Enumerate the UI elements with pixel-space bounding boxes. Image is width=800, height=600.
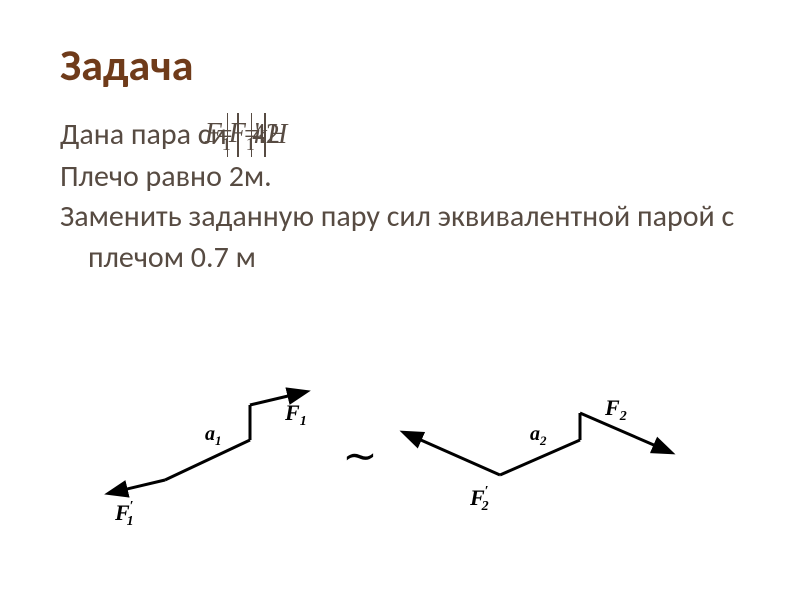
label-F1: F1 [284, 400, 307, 429]
slide: Задача Дана пара си F1 = F1' = 42кН Плеч… [0, 0, 800, 600]
line1-prefix: Дана пара си [60, 116, 227, 153]
label-a1: a1 [205, 423, 222, 448]
right-couple: a2 F2 F′2 [405, 395, 670, 514]
label-F2p: F′2 [469, 484, 489, 514]
equation: F1 = F1' = 42кН [227, 115, 288, 155]
eq-sub2: 1 [246, 134, 255, 154]
force-couple-diagram: a1 F1 F′1 ∼ [110, 385, 670, 535]
diagram-svg: a1 F1 F′1 ∼ [110, 385, 670, 535]
label-a2: a2 [530, 423, 547, 448]
slide-body: Дана пара си F1 = F1' = 42кН Плечо равно… [60, 115, 750, 278]
body-line-3: Заменить заданную пару сил эквивалентной… [60, 197, 750, 278]
left-couple: a1 F1 F′1 [110, 392, 307, 529]
body-line-1: Дана пара си F1 = F1' = 42кН [60, 115, 750, 157]
eq-var1: F [205, 118, 222, 149]
label-F2: F2 [604, 395, 627, 424]
eq-unit: кН [282, 116, 287, 154]
eq-prime: ' [255, 118, 260, 149]
abs-F1p: F1' [251, 115, 266, 155]
label-F1p: F′1 [114, 499, 134, 529]
eq-var2: F [229, 118, 246, 149]
slide-title: Задача [60, 38, 193, 92]
body-line-2: Плечо равно 2м. [60, 157, 750, 198]
equivalence-tilde: ∼ [342, 434, 377, 480]
